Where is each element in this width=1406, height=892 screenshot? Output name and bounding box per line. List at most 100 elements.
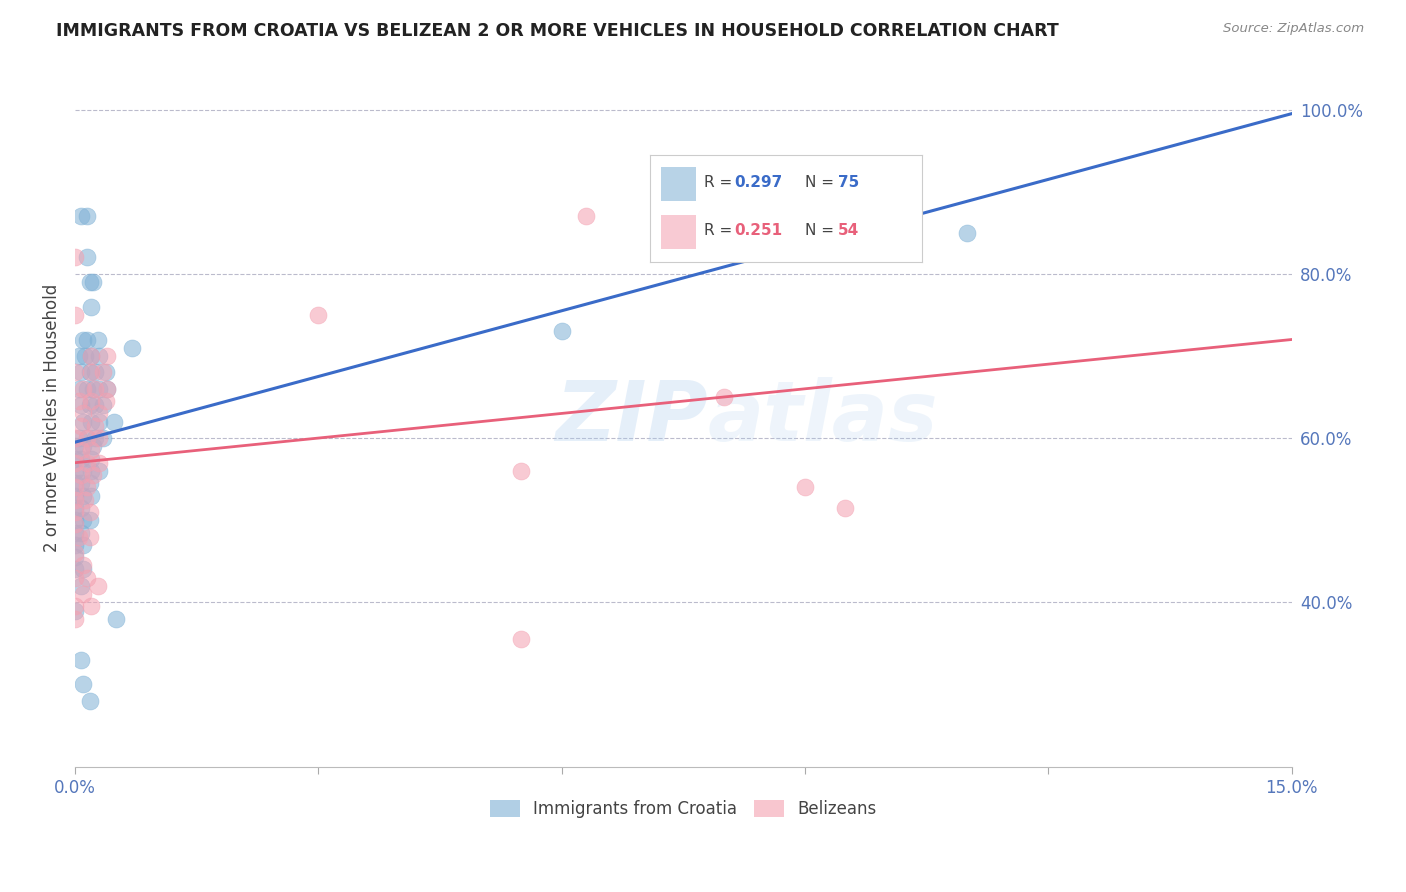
Legend: Immigrants from Croatia, Belizeans: Immigrants from Croatia, Belizeans	[484, 793, 883, 824]
Point	[79, 513, 101, 527]
Point	[70, 365, 93, 379]
Point	[67, 431, 90, 445]
Point	[63, 456, 86, 470]
Point	[70, 398, 93, 412]
Text: Source: ZipAtlas.com: Source: ZipAtlas.com	[1223, 22, 1364, 36]
Point	[80, 443, 103, 458]
Point	[76, 431, 98, 445]
Point	[79, 505, 101, 519]
Point	[89, 456, 111, 470]
Point	[94, 394, 117, 409]
Point	[89, 415, 111, 429]
Point	[63, 431, 86, 445]
Point	[63, 538, 86, 552]
Point	[73, 492, 96, 507]
Point	[72, 489, 94, 503]
Point	[79, 365, 101, 379]
Point	[89, 382, 111, 396]
Point	[87, 579, 110, 593]
Point	[103, 415, 125, 429]
Point	[96, 349, 118, 363]
Point	[76, 480, 98, 494]
Point	[93, 431, 115, 445]
Point	[79, 530, 101, 544]
Point	[67, 382, 90, 396]
Point	[79, 275, 101, 289]
Point	[79, 476, 101, 491]
Point	[63, 562, 86, 576]
Point	[72, 587, 94, 601]
Point	[63, 513, 86, 527]
Point	[72, 562, 94, 576]
FancyBboxPatch shape	[661, 167, 696, 201]
Point	[72, 382, 94, 396]
Point	[84, 431, 107, 445]
Point	[63, 476, 86, 491]
Point	[82, 275, 104, 289]
Point	[63, 492, 86, 507]
Point	[67, 394, 90, 409]
Point	[70, 579, 93, 593]
Point	[63, 612, 86, 626]
Point	[80, 349, 103, 363]
Point	[80, 489, 103, 503]
Point	[63, 517, 86, 532]
Point	[575, 210, 598, 224]
Text: N =: N =	[806, 223, 839, 238]
Point	[63, 505, 86, 519]
Point	[67, 530, 90, 544]
Point	[80, 300, 103, 314]
Point	[84, 418, 107, 433]
Point	[80, 599, 103, 614]
Point	[79, 694, 101, 708]
Point	[76, 333, 98, 347]
Point	[70, 476, 93, 491]
Point	[793, 480, 815, 494]
Point	[63, 480, 86, 494]
Point	[63, 251, 86, 265]
Point	[76, 382, 98, 396]
Text: N =: N =	[806, 176, 839, 190]
Point	[70, 653, 93, 667]
Point	[72, 677, 94, 691]
Point	[93, 365, 115, 379]
Point	[76, 210, 98, 224]
Point	[80, 415, 103, 429]
Point	[84, 365, 107, 379]
Point	[834, 500, 856, 515]
Text: 0.251: 0.251	[734, 223, 782, 238]
Point	[307, 308, 329, 322]
Text: ZIP: ZIP	[555, 377, 707, 458]
Point	[70, 468, 93, 483]
Point	[89, 431, 111, 445]
Point	[80, 394, 103, 409]
Point	[63, 308, 86, 322]
Point	[72, 415, 94, 429]
Point	[63, 550, 86, 565]
Y-axis label: 2 or more Vehicles in Household: 2 or more Vehicles in Household	[44, 284, 60, 551]
Point	[94, 365, 117, 379]
Point	[63, 500, 86, 515]
Point	[80, 349, 103, 363]
Point	[76, 251, 98, 265]
Text: 0.297: 0.297	[734, 176, 783, 190]
Point	[63, 439, 86, 453]
Point	[79, 398, 101, 412]
Point	[70, 451, 93, 466]
Point	[63, 599, 86, 614]
Text: atlas: atlas	[707, 377, 938, 458]
Point	[76, 456, 98, 470]
Point	[510, 464, 533, 478]
Text: R =: R =	[704, 223, 737, 238]
Text: 54: 54	[838, 223, 859, 238]
Point	[80, 451, 103, 466]
Point	[72, 333, 94, 347]
Point	[63, 365, 86, 379]
Point	[80, 464, 103, 478]
Text: IMMIGRANTS FROM CROATIA VS BELIZEAN 2 OR MORE VEHICLES IN HOUSEHOLD CORRELATION : IMMIGRANTS FROM CROATIA VS BELIZEAN 2 OR…	[56, 22, 1059, 40]
Point	[82, 382, 104, 396]
Point	[713, 390, 735, 404]
Point	[93, 398, 115, 412]
Point	[956, 226, 979, 240]
Point	[89, 349, 111, 363]
